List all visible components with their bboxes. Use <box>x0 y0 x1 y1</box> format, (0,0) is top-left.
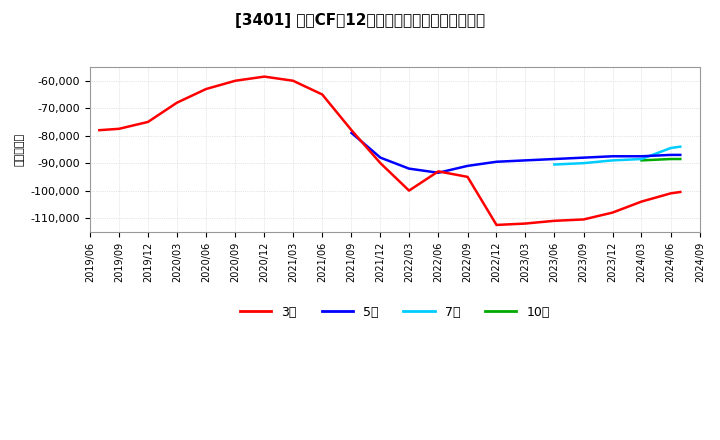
Text: [3401] 投資CFの12か月移動合計の平均値の推移: [3401] 投資CFの12か月移動合計の平均値の推移 <box>235 13 485 28</box>
Line: 10年: 10年 <box>642 159 680 161</box>
Line: 7年: 7年 <box>554 147 680 165</box>
Line: 5年: 5年 <box>351 133 680 173</box>
Line: 3年: 3年 <box>99 77 680 225</box>
Y-axis label: （百万円）: （百万円） <box>15 133 25 166</box>
Legend: 3年, 5年, 7年, 10年: 3年, 5年, 7年, 10年 <box>235 301 555 324</box>
